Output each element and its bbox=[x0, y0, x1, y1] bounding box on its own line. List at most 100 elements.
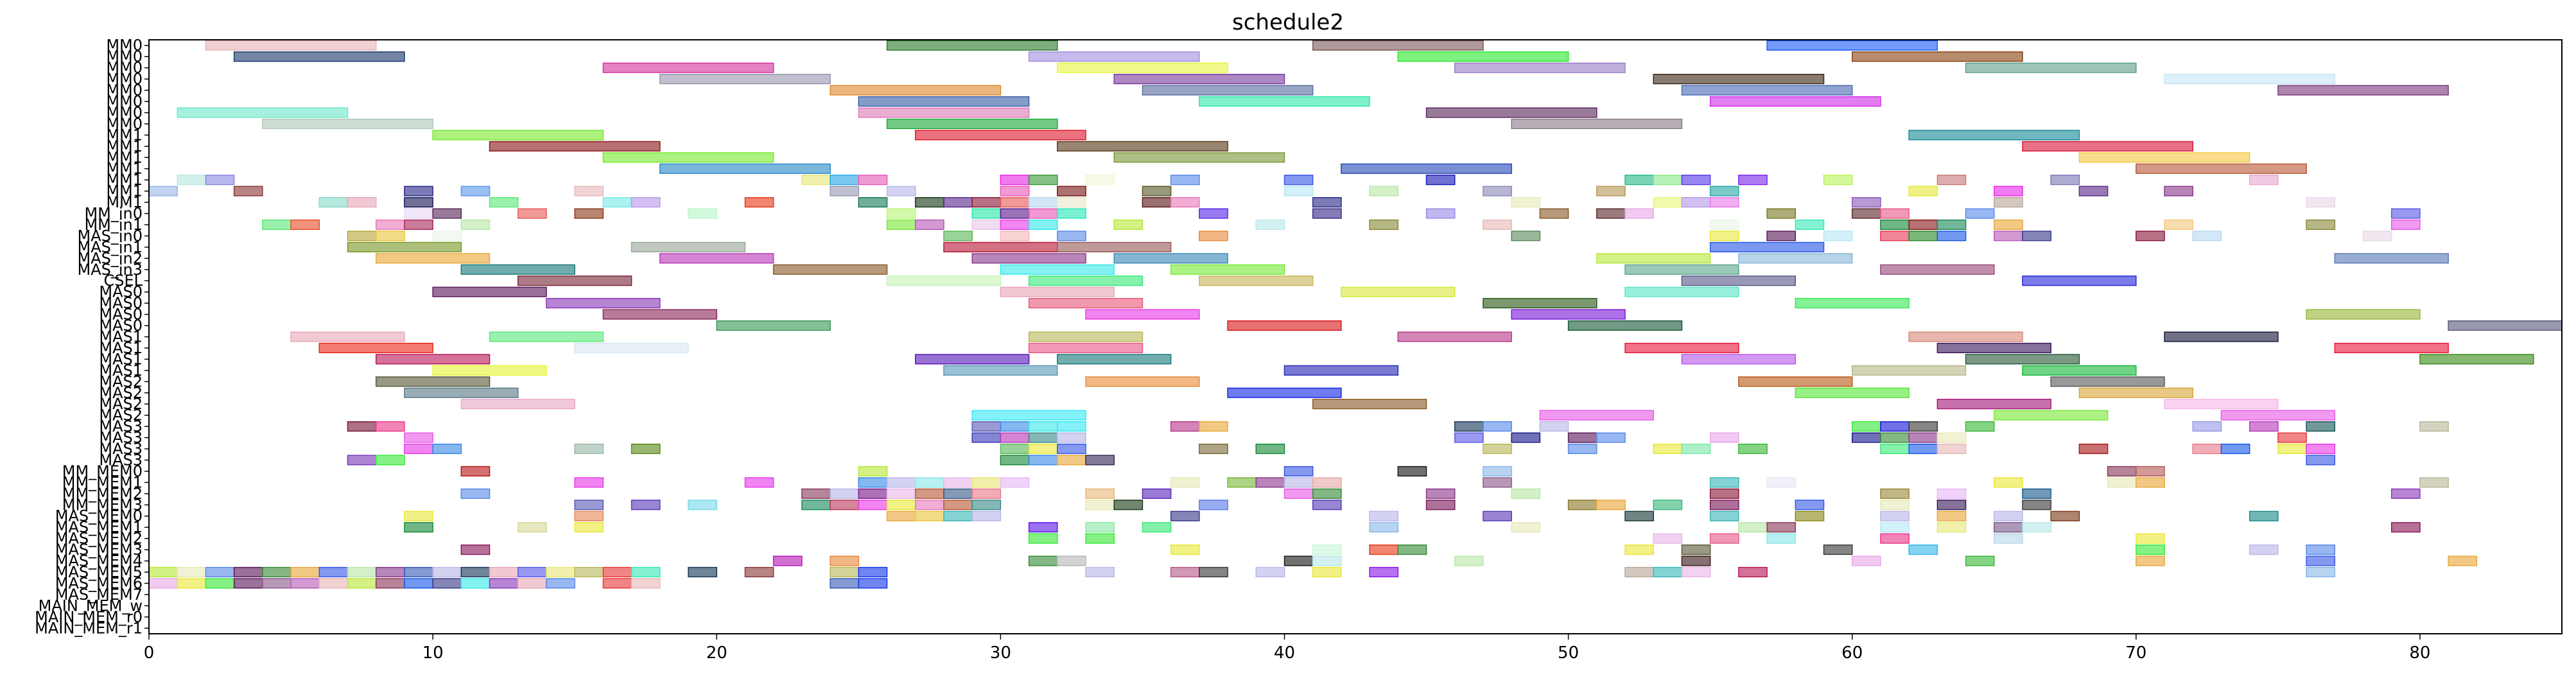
task-bar bbox=[2306, 196, 2336, 208]
x-tick-label: 10 bbox=[422, 643, 444, 663]
task-bar bbox=[886, 219, 916, 231]
task-bar bbox=[886, 208, 916, 219]
task-bar bbox=[1028, 443, 1058, 455]
task-bar bbox=[1483, 298, 1597, 309]
task-bar bbox=[1028, 298, 1144, 309]
task-bar bbox=[177, 175, 207, 186]
y-tick-label: MAS0 bbox=[99, 294, 143, 312]
task-bar bbox=[1284, 175, 1314, 186]
task-bar bbox=[574, 566, 604, 578]
task-bar bbox=[2277, 443, 2307, 455]
task-bar bbox=[2136, 163, 2307, 174]
task-bar bbox=[631, 578, 661, 589]
task-bar bbox=[2362, 231, 2392, 241]
task-bar bbox=[1880, 432, 1910, 443]
task-bar bbox=[1994, 522, 2023, 533]
y-tick-label: MAS_MEM0 bbox=[55, 507, 143, 525]
y-tick-label: MM1 bbox=[106, 148, 143, 166]
task-bar bbox=[1709, 510, 1739, 521]
task-bar bbox=[1908, 186, 1938, 196]
task-bar bbox=[404, 432, 433, 443]
task-bar bbox=[886, 186, 916, 196]
task-bar bbox=[1284, 466, 1314, 477]
task-bar bbox=[1028, 432, 1058, 443]
task-bar bbox=[1511, 309, 1626, 320]
task-bar bbox=[1170, 477, 1200, 488]
task-bar bbox=[1936, 522, 1967, 533]
task-bar bbox=[1170, 510, 1200, 521]
task-bar bbox=[1057, 141, 1228, 152]
y-tick-label: MM1 bbox=[106, 126, 143, 144]
task-bar bbox=[1880, 510, 1910, 521]
y-tick-label: MM0 bbox=[106, 92, 143, 110]
task-bar bbox=[1028, 175, 1058, 186]
task-bar bbox=[858, 107, 1030, 118]
task-bar bbox=[1738, 253, 1853, 264]
y-tick-label: MAS_MEM4 bbox=[55, 552, 143, 570]
task-bar bbox=[1312, 196, 1342, 208]
task-bar bbox=[1908, 331, 2023, 342]
task-bar bbox=[1880, 264, 1995, 275]
task-bar bbox=[375, 455, 405, 466]
task-bar bbox=[2164, 186, 2193, 196]
task-bar bbox=[1994, 533, 2023, 544]
task-bar bbox=[1397, 545, 1427, 555]
y-tick-label: MAS3 bbox=[99, 440, 143, 458]
task-bar bbox=[404, 219, 433, 231]
task-bar bbox=[2334, 253, 2449, 264]
task-bar bbox=[1170, 196, 1200, 208]
task-bar bbox=[518, 566, 547, 578]
task-bar bbox=[744, 477, 774, 488]
task-bar bbox=[347, 566, 377, 578]
task-bar bbox=[1709, 241, 1825, 252]
task-bar bbox=[1028, 331, 1144, 342]
task-bar bbox=[1653, 74, 1825, 85]
task-bar bbox=[2164, 399, 2279, 410]
task-bar bbox=[858, 500, 888, 510]
task-bar bbox=[2022, 275, 2137, 286]
y-tick-label: MM_MEM0 bbox=[62, 462, 143, 480]
task-bar bbox=[1199, 500, 1228, 510]
y-tick-label: MAS_MEM7 bbox=[55, 586, 143, 604]
task-bar bbox=[1028, 51, 1200, 62]
task-bar bbox=[1199, 443, 1228, 455]
task-bar bbox=[1994, 410, 2109, 421]
task-bar bbox=[432, 286, 547, 297]
task-bar bbox=[971, 432, 1002, 443]
task-bar bbox=[1511, 231, 1541, 241]
task-bar bbox=[574, 342, 689, 354]
task-bar bbox=[971, 500, 1002, 510]
task-bar bbox=[375, 566, 405, 578]
y-tick-label: MAS3 bbox=[99, 429, 143, 447]
task-bar bbox=[489, 566, 519, 578]
task-bar bbox=[262, 118, 433, 129]
task-bar bbox=[858, 196, 888, 208]
task-bar bbox=[1936, 443, 1967, 455]
task-bar bbox=[1369, 522, 1399, 533]
task-bar bbox=[1965, 62, 2137, 73]
y-tick-label: MM_MEM1 bbox=[62, 473, 143, 491]
task-bar bbox=[233, 186, 263, 196]
task-bar bbox=[744, 196, 774, 208]
task-bar bbox=[1057, 421, 1086, 432]
task-bar bbox=[1255, 443, 1285, 455]
task-bar bbox=[1567, 320, 1683, 331]
task-bar bbox=[1766, 208, 1797, 219]
task-bar bbox=[432, 578, 462, 589]
task-bar bbox=[659, 253, 774, 264]
task-bar bbox=[347, 455, 377, 466]
task-bar bbox=[1142, 85, 1314, 96]
task-bar bbox=[943, 241, 1058, 252]
task-bar bbox=[1028, 208, 1058, 219]
task-bar bbox=[574, 522, 604, 533]
task-bar bbox=[2334, 342, 2449, 354]
x-tick-label: 0 bbox=[144, 643, 155, 663]
task-bar bbox=[886, 275, 1002, 286]
task-bar bbox=[914, 488, 944, 499]
task-bar bbox=[1994, 231, 2023, 241]
task-bar bbox=[1028, 196, 1058, 208]
task-bar bbox=[1113, 152, 1285, 163]
task-bar bbox=[1795, 387, 1910, 398]
task-bar bbox=[290, 331, 405, 342]
task-bar bbox=[1624, 510, 1654, 521]
